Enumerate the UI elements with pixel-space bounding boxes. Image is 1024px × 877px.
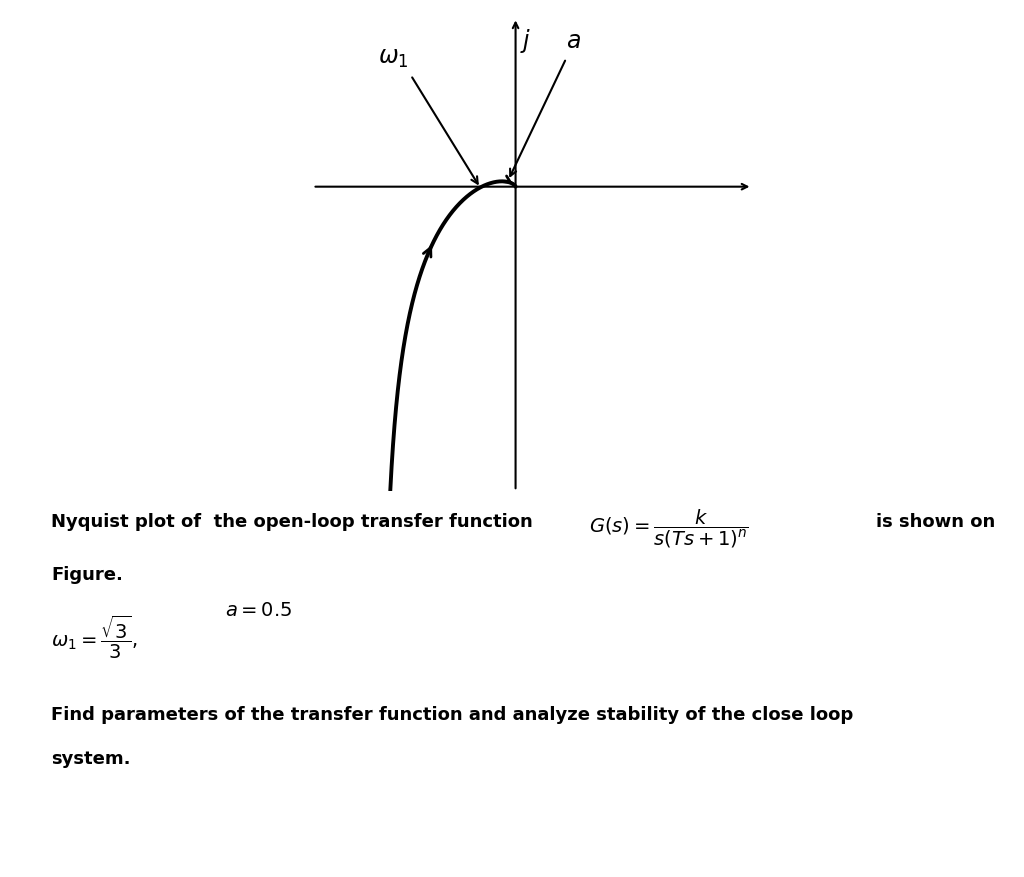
Text: is shown on: is shown on (876, 513, 994, 531)
Text: $a$: $a$ (565, 30, 581, 53)
Text: Nyquist plot of  the open-loop transfer function: Nyquist plot of the open-loop transfer f… (51, 513, 532, 531)
Text: $\omega_1 = \dfrac{\sqrt{3}}{3},$: $\omega_1 = \dfrac{\sqrt{3}}{3},$ (51, 614, 138, 661)
Text: $a = 0.5$: $a = 0.5$ (225, 601, 293, 620)
Text: $j$: $j$ (520, 27, 531, 55)
Text: Figure.: Figure. (51, 566, 123, 584)
Text: $G\left(s\right) = \dfrac{k}{s\left(Ts+1\right)^n}$: $G\left(s\right) = \dfrac{k}{s\left(Ts+1… (589, 508, 749, 550)
Text: Find parameters of the transfer function and analyze stability of the close loop: Find parameters of the transfer function… (51, 706, 853, 724)
Text: system.: system. (51, 750, 131, 768)
Text: $\omega_1$: $\omega_1$ (379, 46, 410, 69)
